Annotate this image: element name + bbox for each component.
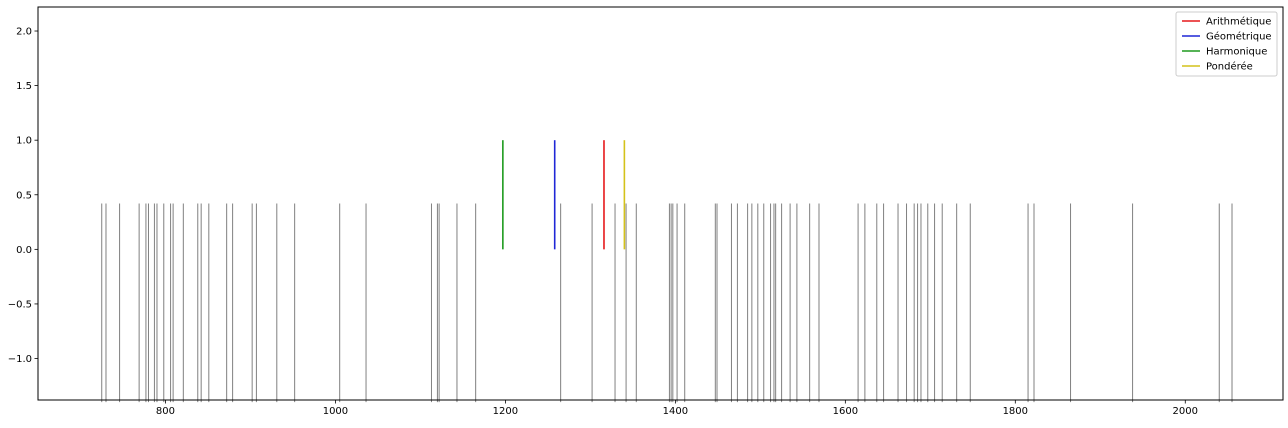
y-tick-label: 1.0 — [16, 136, 32, 147]
legend-box — [1175, 11, 1278, 77]
x-axis: 800 1000 1200 1400 1600 1800 2000 — [156, 400, 1198, 417]
plot-frame — [37, 6, 1284, 401]
y-tick-label: 0.0 — [16, 245, 32, 256]
x-tick-label: 1600 — [833, 406, 858, 417]
y-tick-label: 2.0 — [16, 27, 32, 38]
y-tick-label: −0.5 — [8, 299, 32, 310]
y-axis: −1.0 −0.5 0.0 0.5 1.0 1.5 2.0 — [8, 27, 38, 365]
legend-label: Harmonique — [1206, 47, 1267, 58]
legend-label: Pondérée — [1206, 61, 1253, 73]
x-tick-label: 1400 — [663, 406, 688, 417]
observation-lines — [101, 203, 1233, 403]
y-tick-label: 1.5 — [16, 81, 32, 92]
y-tick-label: −1.0 — [8, 354, 32, 365]
x-tick-label: 1200 — [493, 406, 518, 417]
legend-label: Géométrique — [1206, 31, 1272, 43]
mean-lines — [502, 140, 626, 250]
x-tick-label: 1800 — [1003, 406, 1028, 417]
x-tick-label: 800 — [156, 406, 175, 417]
legend: Arithmétique Géométrique Harmonique Pondéré… — [1175, 11, 1278, 77]
x-tick-label: 2000 — [1173, 406, 1198, 417]
y-tick-label: 0.5 — [16, 190, 32, 201]
legend-label: Arithmétique — [1206, 16, 1271, 28]
x-tick-label: 1000 — [323, 406, 348, 417]
